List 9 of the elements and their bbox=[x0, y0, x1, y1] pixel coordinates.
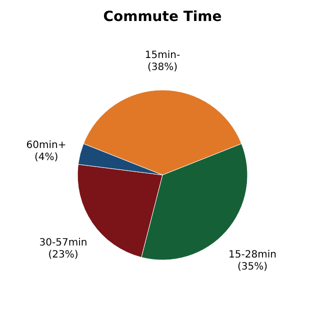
slice-label: 15min- bbox=[144, 50, 180, 61]
data-label: (4%) bbox=[34, 152, 58, 164]
slice-label: 15-28min bbox=[228, 249, 276, 260]
data-label: (35%) bbox=[238, 261, 268, 272]
data-label: (38%) bbox=[147, 62, 178, 73]
slice-label: 60min+ bbox=[26, 140, 66, 152]
chart-title: Commute Time bbox=[103, 9, 222, 25]
slice-label: 30-57min bbox=[39, 237, 88, 248]
data-label: (23%) bbox=[48, 249, 78, 260]
